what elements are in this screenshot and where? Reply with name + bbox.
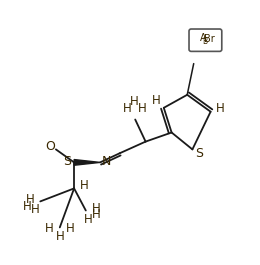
Text: A: A <box>199 33 206 43</box>
Text: H: H <box>138 102 147 115</box>
Text: S: S <box>195 147 203 160</box>
Text: H: H <box>66 222 75 235</box>
Text: Br: Br <box>204 34 215 45</box>
FancyBboxPatch shape <box>189 29 222 51</box>
Text: S: S <box>64 154 72 167</box>
Text: O: O <box>45 140 55 153</box>
Text: H: H <box>55 230 64 243</box>
Text: H: H <box>92 202 101 215</box>
Text: H: H <box>92 208 101 221</box>
Text: H: H <box>80 179 88 192</box>
Text: H: H <box>130 95 139 108</box>
Text: N: N <box>102 154 112 167</box>
Text: H: H <box>123 102 132 115</box>
Text: H: H <box>31 204 40 217</box>
Text: H: H <box>216 102 225 115</box>
Text: B: B <box>202 37 207 46</box>
Polygon shape <box>74 160 100 165</box>
Text: H: H <box>152 94 160 107</box>
Text: H: H <box>25 193 34 206</box>
Text: H: H <box>84 213 93 226</box>
Text: H: H <box>45 222 54 235</box>
Text: H: H <box>23 200 32 213</box>
